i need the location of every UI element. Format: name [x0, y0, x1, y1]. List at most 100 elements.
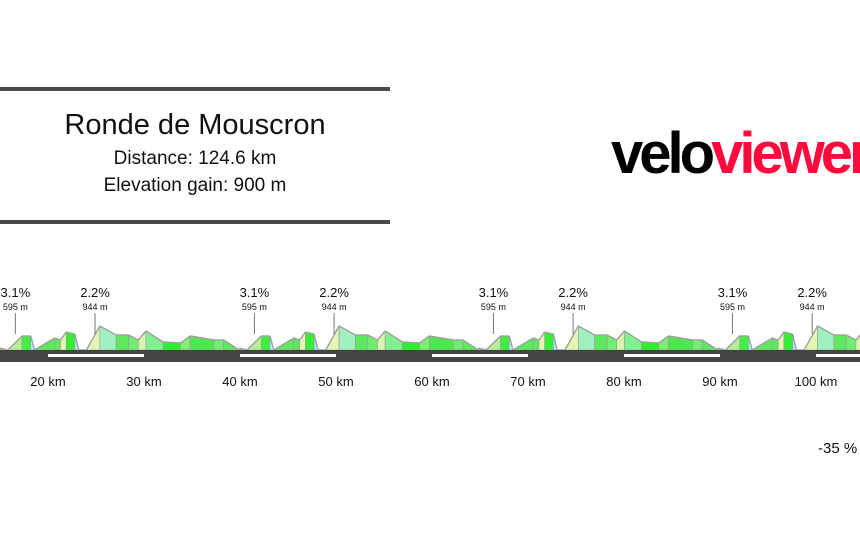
- profile-segment: [616, 330, 625, 351]
- profile-outline: [137, 330, 147, 341]
- profile-outline: [777, 331, 785, 341]
- profile-outline: [508, 335, 514, 351]
- profile-outline: [564, 325, 579, 351]
- profile-outline: [772, 337, 779, 341]
- profile-outline: [783, 331, 793, 335]
- profile-outline: [846, 334, 857, 341]
- profile-segment: [419, 335, 430, 351]
- x-tick-label: 100 km: [795, 374, 838, 389]
- climb-gradient-label: 3.1%: [718, 285, 748, 300]
- profile-segment: [658, 335, 669, 351]
- title-bottom-rule: [0, 220, 390, 224]
- profile-segment: [60, 331, 67, 351]
- profile-outline: [269, 335, 275, 351]
- profile-outline: [325, 325, 340, 351]
- profile-outline: [66, 331, 76, 335]
- profile-outline: [717, 347, 726, 351]
- profile-segment: [99, 325, 117, 351]
- distance-band: [432, 354, 528, 357]
- profile-outline: [701, 339, 719, 351]
- distance-band: [48, 354, 144, 357]
- profile-outline: [624, 330, 643, 343]
- profile-segment: [538, 331, 546, 351]
- profile-outline: [791, 333, 798, 351]
- profile-segment: [578, 325, 595, 351]
- page-title: Ronde de Mouscron: [64, 109, 326, 141]
- profile-outline: [376, 330, 386, 341]
- climb-length-label: 944 m: [561, 302, 586, 312]
- x-tick-label: 40 km: [222, 374, 257, 389]
- profile-outline: [338, 325, 356, 336]
- profile-outline: [128, 334, 139, 341]
- profile-outline: [99, 325, 117, 336]
- profile-outline: [538, 331, 546, 341]
- climb-length-label: 944 m: [83, 302, 108, 312]
- x-tick-label: 70 km: [510, 374, 545, 389]
- profile-outline: [239, 347, 248, 351]
- profile-segment: [213, 339, 224, 351]
- profile-outline: [145, 330, 164, 343]
- profile-outline: [544, 331, 554, 335]
- profile-outline: [30, 335, 36, 351]
- profile-segment: [777, 331, 785, 351]
- profile-segment: [833, 334, 847, 351]
- climb-length-label: 595 m: [720, 302, 745, 312]
- climb-gradient-label: 2.2%: [319, 285, 349, 300]
- profile-segment: [180, 335, 191, 351]
- profile-outline: [817, 325, 835, 336]
- road-bar: [0, 350, 860, 362]
- profile-outline: [313, 333, 319, 351]
- profile-outline: [384, 330, 403, 343]
- profile-segment: [261, 335, 271, 351]
- profile-outline: [668, 335, 693, 341]
- climb-gradient-label: 3.1%: [240, 285, 270, 300]
- distance-band: [240, 354, 336, 357]
- profile-outline: [658, 335, 669, 344]
- profile-segment: [453, 339, 464, 351]
- x-tick-label: 60 km: [414, 374, 449, 389]
- profile-outline: [163, 341, 181, 344]
- profile-outline: [485, 335, 502, 351]
- climb-length-label: 595 m: [242, 302, 267, 312]
- climb-gradient-label: 3.1%: [1, 285, 31, 300]
- profile-outline: [273, 337, 295, 351]
- profile-segment: [21, 335, 32, 351]
- veloviewer-logo: veloviewer: [611, 121, 860, 186]
- profile-outline: [419, 335, 430, 344]
- profile-segment: [65, 331, 76, 351]
- profile-outline: [478, 347, 487, 351]
- profile-outline: [34, 337, 56, 351]
- profile-outline: [54, 337, 61, 341]
- profile-segment: [817, 325, 835, 351]
- profile-outline: [532, 337, 540, 341]
- climb-length-label: 595 m: [481, 302, 506, 312]
- profile-segment: [855, 334, 860, 351]
- profile-outline: [724, 335, 741, 351]
- profile-segment: [783, 331, 793, 351]
- profile-outline: [299, 331, 307, 341]
- profile-segment: [299, 331, 306, 351]
- profile-outline: [367, 334, 378, 341]
- profile-segment: [377, 330, 386, 351]
- profile-outline: [59, 331, 67, 341]
- profile-outline: [606, 334, 618, 341]
- x-tick-label: 80 km: [606, 374, 641, 389]
- profile-outline: [577, 325, 595, 336]
- x-tick-label: 20 km: [30, 374, 65, 389]
- x-tick-label: 30 km: [126, 374, 161, 389]
- profile-outline: [462, 339, 479, 351]
- profile-outline: [429, 335, 454, 341]
- profile-segment: [137, 330, 147, 351]
- climb-length-label: 595 m: [3, 302, 28, 312]
- profile-outline: [747, 335, 753, 351]
- profile-segment: [305, 331, 315, 351]
- climb-length-label: 944 m: [800, 302, 825, 312]
- profile-segment: [115, 334, 129, 351]
- profile-outline: [0, 347, 8, 351]
- profile-outline: [305, 331, 315, 335]
- profile-outline: [616, 330, 625, 341]
- profile-segment: [594, 334, 608, 351]
- distance-text: Distance: 124.6 km: [113, 148, 277, 169]
- profile-segment: [500, 335, 510, 351]
- x-tick-label: 90 km: [702, 374, 737, 389]
